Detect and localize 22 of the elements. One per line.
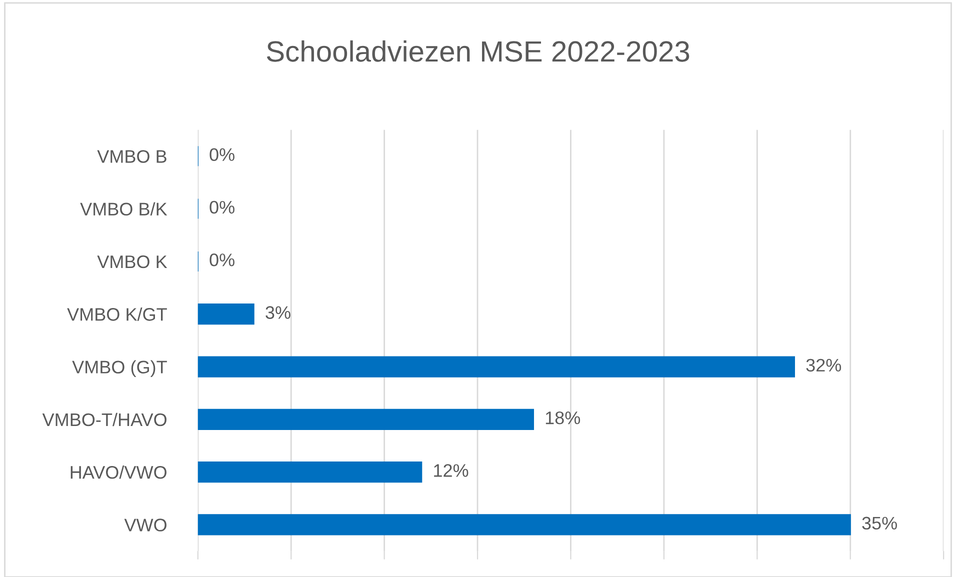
bar (198, 356, 795, 378)
y-tick-label: VMBO K (97, 255, 168, 268)
data-label: 35% (862, 516, 897, 530)
y-tick-label: VMBO B (97, 150, 166, 163)
y-tick-label: VMBO (G)T (72, 360, 167, 378)
data-label: 32% (806, 358, 842, 372)
bar (198, 514, 851, 536)
data-label: 12% (434, 464, 468, 477)
y-tick-label: VMBO K/GT (67, 308, 167, 321)
bar (198, 304, 254, 325)
data-label: 3% (266, 306, 290, 319)
y-tick-label: VWO (124, 518, 166, 532)
data-label: 0% (210, 148, 234, 161)
y-tick-label: VMBO B/K (80, 202, 168, 216)
data-label: 18% (546, 411, 580, 424)
data-label: 0% (210, 254, 234, 266)
y-tick-label: VMBO-T/HAVO (42, 412, 166, 426)
chart-title: Schooladviezen MSE 2022-2023 (266, 40, 690, 62)
bar (198, 462, 422, 483)
data-label: 0% (210, 200, 234, 214)
y-tick-label: HAVO/VWO (70, 466, 166, 479)
bar (198, 408, 534, 430)
